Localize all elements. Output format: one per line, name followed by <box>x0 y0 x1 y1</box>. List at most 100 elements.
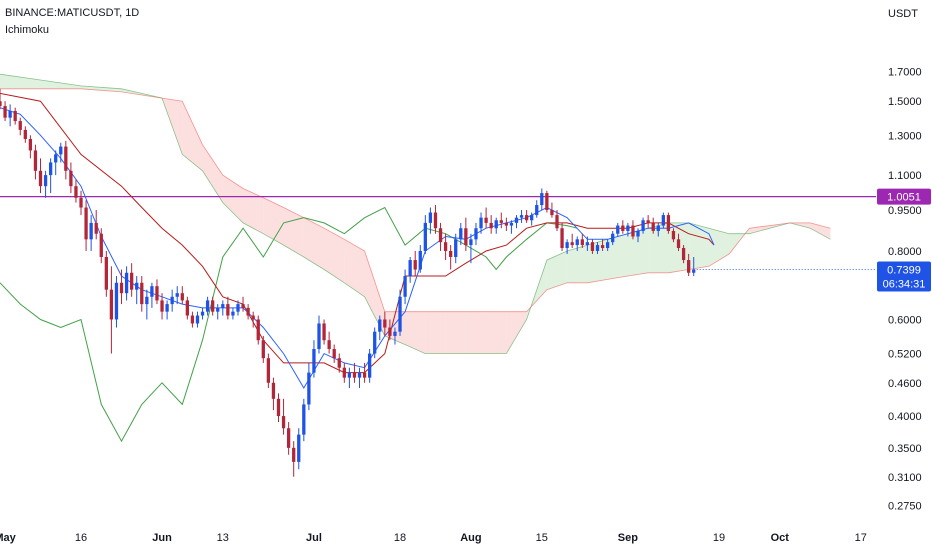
candle <box>651 217 655 234</box>
candle-body <box>48 162 53 176</box>
candle <box>499 212 503 229</box>
candle <box>246 304 250 320</box>
candle <box>175 286 179 305</box>
candle-body <box>636 230 640 237</box>
candle-body <box>246 307 250 316</box>
candle-body <box>383 319 387 328</box>
candle <box>297 428 301 470</box>
candle-body <box>621 225 625 231</box>
cloud-segment <box>243 188 264 234</box>
ichimoku-cloud <box>0 73 831 354</box>
candle-body <box>692 269 696 273</box>
candles <box>0 88 696 477</box>
cloud-segment <box>688 222 709 270</box>
candle <box>636 228 640 243</box>
candle-body <box>54 154 58 163</box>
cloud-segment <box>222 175 244 223</box>
candle <box>140 276 144 312</box>
candle-body <box>150 286 154 297</box>
candle <box>276 393 281 423</box>
candle-body <box>317 323 321 350</box>
candle-body <box>241 304 245 308</box>
candle-body <box>545 193 549 211</box>
candle <box>352 362 357 383</box>
candle <box>605 239 610 251</box>
price-tick-label: 1.1000 <box>888 170 922 182</box>
candle-body <box>281 416 286 429</box>
candle-body <box>251 315 255 320</box>
candle <box>119 269 124 305</box>
horizontal-line-tag-bg <box>877 188 931 205</box>
candle-body <box>646 220 650 223</box>
candle-body <box>605 242 610 248</box>
candle <box>130 263 134 297</box>
candle <box>332 344 336 363</box>
candle <box>23 126 27 143</box>
candle-body <box>297 434 301 462</box>
candle-body <box>327 340 331 350</box>
candle-body <box>408 260 412 277</box>
candle-body <box>221 304 225 308</box>
candle-body <box>469 239 473 246</box>
cloud-segment <box>303 217 325 270</box>
candle-body <box>342 367 346 378</box>
time-tick-label: Oct <box>771 532 790 544</box>
candle <box>611 230 615 246</box>
candle-body <box>332 349 336 359</box>
candle-body <box>145 296 149 305</box>
price-axis: USDT 1.7000 1.5000 1.3000 1.1000 0.9500 0.8000… <box>888 8 922 512</box>
candle <box>560 222 564 251</box>
candle <box>312 340 316 378</box>
candle-body <box>266 358 271 383</box>
price-tick-label: 1.5000 <box>888 96 922 108</box>
candle-body <box>449 250 453 257</box>
candle <box>504 217 509 231</box>
candle <box>200 307 205 320</box>
candle <box>687 253 691 277</box>
candle-body <box>423 222 427 251</box>
candle-body <box>611 233 615 243</box>
candle <box>231 307 235 320</box>
leading-span-b <box>0 88 831 313</box>
candle-body <box>322 323 326 341</box>
candle <box>43 170 48 198</box>
candle <box>251 311 255 328</box>
candle-body <box>79 197 83 208</box>
candle <box>211 296 215 316</box>
candle <box>530 212 534 226</box>
candle-body <box>130 272 134 290</box>
candle-body <box>180 293 184 301</box>
candle-body <box>489 222 493 229</box>
cloud-segment <box>546 250 568 290</box>
candle <box>575 236 579 251</box>
time-tick-label: 18 <box>394 532 406 544</box>
candle-body <box>580 239 584 246</box>
price-axis-unit: USDT <box>888 8 918 20</box>
candle <box>89 215 93 251</box>
candle <box>155 279 159 305</box>
time-tick-label: Jun <box>152 532 172 544</box>
time-axis: May 16 Jun 13 Jul 18 Aug 15 Sep 19 Oct 17 <box>0 532 867 544</box>
candle <box>261 335 265 363</box>
candle-body <box>560 228 564 248</box>
cloud-segment <box>121 88 142 95</box>
candle <box>631 220 635 240</box>
candle-body <box>403 276 407 297</box>
time-tick-label: 16 <box>75 532 87 544</box>
candle-body <box>590 242 595 251</box>
candle-body <box>464 228 468 246</box>
candle-body <box>656 225 660 231</box>
candle <box>464 217 468 251</box>
candle-body <box>302 404 306 435</box>
candle <box>216 304 220 320</box>
candle <box>494 217 498 234</box>
price-tick-label: 0.3100 <box>888 472 922 484</box>
candle-body <box>398 296 402 332</box>
candle-body <box>38 170 43 187</box>
candle <box>307 362 311 411</box>
candle-body <box>540 193 544 206</box>
time-tick-label: Sep <box>618 532 638 544</box>
candle-body <box>84 207 88 240</box>
